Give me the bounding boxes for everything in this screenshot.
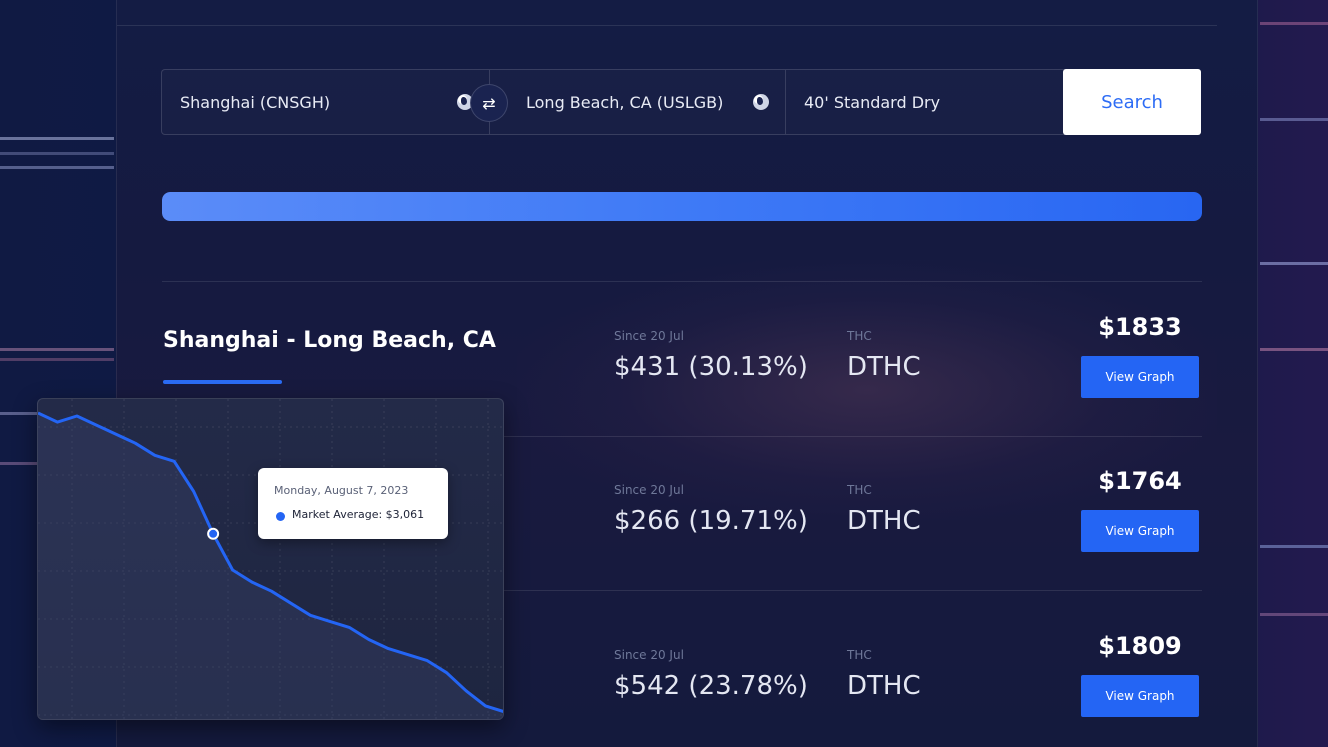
price-change: $431 (30.13%) <box>614 352 808 382</box>
thc-value: DTHC <box>847 671 921 701</box>
progress-fill <box>162 192 1202 221</box>
destination-field[interactable]: Long Beach, CA (USLGB) <box>490 70 786 134</box>
light-streak <box>1260 118 1328 121</box>
globe-icon[interactable] <box>753 94 769 110</box>
light-streak <box>1260 22 1328 25</box>
light-streak <box>1260 348 1328 351</box>
thc-label: THC <box>847 329 872 343</box>
light-streak <box>1260 262 1328 265</box>
thc-label: THC <box>847 483 872 497</box>
thc-label: THC <box>847 648 872 662</box>
destination-value: Long Beach, CA (USLGB) <box>526 92 724 112</box>
since-label: Since 20 Jul <box>614 483 684 497</box>
view-graph-button[interactable]: View Graph <box>1081 510 1199 552</box>
result-row: Since 20 Jul $542 (23.78%) THC DTHC $180… <box>117 0 1259 717</box>
result-row: Since 20 Jul $266 (19.71%) THC DTHC $176… <box>117 0 1259 552</box>
chart-svg <box>38 399 503 719</box>
chart-tooltip: Monday, August 7, 2023 Market Average: $… <box>258 468 448 539</box>
tooltip-series-value: Market Average: $3,061 <box>292 508 425 521</box>
market-average-chart[interactable]: Monday, August 7, 2023 Market Average: $… <box>37 398 504 720</box>
container-type-value: 40' Standard Dry <box>804 92 941 112</box>
light-streak <box>1260 613 1328 616</box>
light-streak <box>0 412 40 415</box>
market-average-line <box>38 411 503 713</box>
price-change: $266 (19.71%) <box>614 506 808 536</box>
globe-icon[interactable] <box>457 94 473 110</box>
route-underline <box>163 380 282 384</box>
light-streak <box>0 152 114 155</box>
chart-area <box>38 413 503 719</box>
light-streak <box>0 166 114 169</box>
row-divider <box>162 590 1202 591</box>
price-change: $542 (23.78%) <box>614 671 808 701</box>
top-divider <box>117 25 1217 26</box>
light-streak <box>0 358 114 361</box>
container-type-field[interactable]: 40' Standard Dry <box>786 70 1063 134</box>
price-total: $1833 <box>1098 313 1182 341</box>
search-button[interactable]: Search <box>1063 69 1201 135</box>
chart-highlight-point <box>207 527 220 540</box>
thc-value: DTHC <box>847 352 921 382</box>
light-streak <box>0 348 114 351</box>
progress-bar <box>162 192 1202 221</box>
thc-value: DTHC <box>847 506 921 536</box>
view-graph-button[interactable]: View Graph <box>1081 356 1199 398</box>
result-row: Since 20 Jul $431 (30.13%) THC DTHC $183… <box>117 0 1259 398</box>
light-streak <box>0 137 114 140</box>
row-divider <box>162 436 1202 437</box>
tooltip-date: Monday, August 7, 2023 <box>274 484 409 497</box>
origin-value: Shanghai (CNSGH) <box>180 92 331 112</box>
swap-icon[interactable]: ⇄ <box>470 84 508 122</box>
since-label: Since 20 Jul <box>614 648 684 662</box>
price-total: $1764 <box>1098 467 1182 495</box>
rate-search-bar: Shanghai (CNSGH) Long Beach, CA (USLGB) … <box>161 69 1201 135</box>
light-streak <box>0 462 40 465</box>
light-streak <box>1260 545 1328 548</box>
route-title: Shanghai - Long Beach, CA <box>163 328 496 353</box>
tooltip-series-dot <box>276 512 285 521</box>
price-total: $1809 <box>1098 632 1182 660</box>
view-graph-button[interactable]: View Graph <box>1081 675 1199 717</box>
row-divider <box>162 281 1202 282</box>
since-label: Since 20 Jul <box>614 329 684 343</box>
